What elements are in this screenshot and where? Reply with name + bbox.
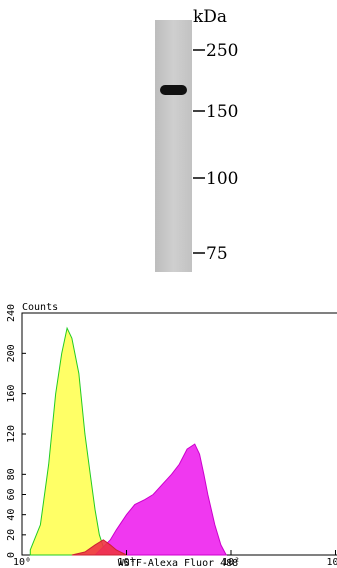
chart-title: Counts [22, 302, 58, 313]
histogram-area [95, 444, 226, 555]
y-tick-label: 80 [6, 468, 17, 480]
blot-lane [155, 20, 192, 272]
figure: kDa 25015010075 02040608012016020024010⁰… [0, 0, 337, 568]
y-tick-label: 240 [6, 304, 17, 322]
y-tick-label: 20 [6, 529, 17, 541]
blot-band [160, 85, 187, 95]
y-tick-label: 60 [6, 488, 17, 500]
marker-label: 100 [206, 169, 238, 189]
blot-unit: kDa [193, 7, 227, 27]
x-axis-label: WSTF-Alexa Fluor 488 [118, 558, 238, 568]
x-tick-label: 10⁰ [13, 557, 31, 568]
histogram-area [30, 328, 110, 555]
marker-label: 75 [206, 244, 228, 264]
marker-label: 250 [206, 41, 238, 61]
x-tick-label: 10³ [326, 557, 337, 568]
y-tick-label: 120 [6, 425, 17, 443]
y-tick-label: 160 [6, 385, 17, 403]
y-tick-label: 40 [6, 509, 17, 521]
marker-label: 150 [206, 102, 238, 122]
y-tick-label: 200 [6, 344, 17, 362]
page: kDa 25015010075 02040608012016020024010⁰… [0, 0, 337, 568]
